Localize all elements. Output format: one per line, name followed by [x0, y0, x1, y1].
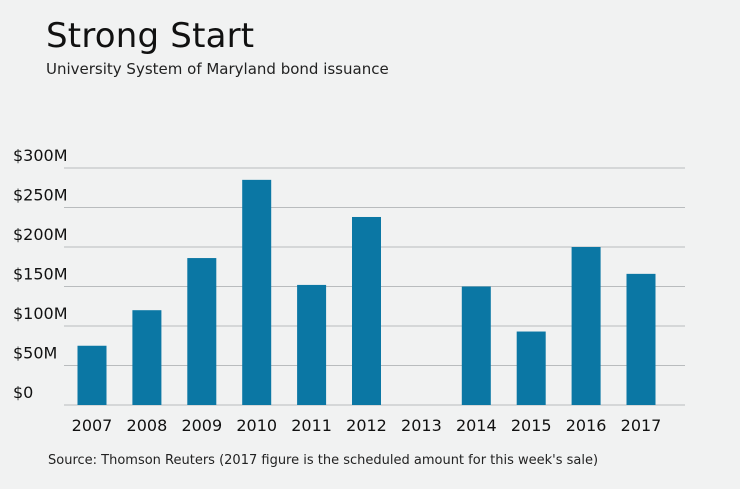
- bars: [77, 179, 656, 405]
- y-axis-ticks: $0 $50M $100M $150M $200M $250M $300M: [13, 146, 68, 402]
- bar-2017: [626, 273, 656, 405]
- bar-2012: [352, 216, 381, 405]
- bar-2009: [187, 258, 217, 405]
- bar-2007: [77, 345, 107, 405]
- y-tick-label: $300M: [13, 146, 68, 165]
- y-tick-label: $250M: [13, 186, 68, 205]
- bar-chart: $0 $50M $100M $150M $200M $250M $300M 2007 2008…: [13, 146, 685, 435]
- y-tick-label: $100M: [13, 304, 68, 323]
- x-tick-label: 2008: [127, 416, 168, 435]
- bar-2016: [571, 247, 601, 405]
- x-tick-label: 2016: [566, 416, 607, 435]
- bar-2015: [516, 331, 546, 405]
- y-tick-label: $150M: [13, 265, 68, 284]
- x-tick-label: 2010: [236, 416, 277, 435]
- y-tick-label: $50M: [13, 344, 57, 363]
- x-tick-label: 2013: [401, 416, 442, 435]
- x-tick-label: 2007: [72, 416, 113, 435]
- y-tick-label: $200M: [13, 225, 68, 244]
- x-axis-ticks: 2007 2008 2009 2010 2011 2012 2013 2014 2015 2016…: [72, 416, 662, 435]
- x-tick-label: 2009: [181, 416, 222, 435]
- bar-2014: [461, 286, 491, 405]
- bar-2008: [132, 310, 162, 405]
- bar-2011: [297, 284, 327, 405]
- x-tick-label: 2015: [511, 416, 552, 435]
- x-tick-label: 2012: [346, 416, 387, 435]
- source-note: Source: Thomson Reuters (2017 figure is …: [48, 453, 599, 468]
- chart-title: Strong Start: [46, 16, 255, 56]
- x-tick-label: 2014: [456, 416, 497, 435]
- x-tick-label: 2011: [291, 416, 332, 435]
- bar-2010: [242, 179, 272, 405]
- x-tick-label: 2017: [621, 416, 662, 435]
- y-tick-label: $0: [13, 383, 33, 402]
- chart-subtitle: University System of Maryland bond issua…: [46, 60, 389, 78]
